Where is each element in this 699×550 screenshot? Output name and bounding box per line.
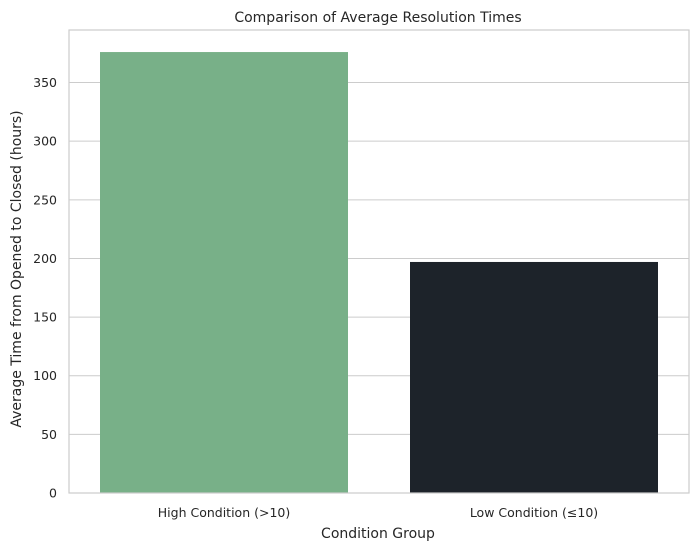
y-tick-labels: 0 50 100 150 200 250 300 350 xyxy=(33,75,57,500)
y-tick-label: 200 xyxy=(33,251,57,266)
bar-high-condition xyxy=(100,52,348,494)
y-tick-label: 150 xyxy=(33,310,57,325)
y-tick-label: 300 xyxy=(33,134,57,149)
x-axis-label: Condition Group xyxy=(321,526,435,542)
x-tick-label: Low Condition (≤10) xyxy=(470,505,598,520)
plot-frame xyxy=(68,29,690,494)
bars xyxy=(100,52,658,494)
y-tick-label: 50 xyxy=(41,427,57,442)
y-tick-label: 0 xyxy=(49,486,57,501)
y-tick-label: 350 xyxy=(33,75,57,90)
x-tick-label: High Condition (>10) xyxy=(158,505,290,520)
bar-low-condition xyxy=(410,261,658,493)
y-axis-label: Average Time from Opened to Closed (hour… xyxy=(9,110,25,427)
x-tick-labels: High Condition (>10) Low Condition (≤10) xyxy=(158,505,598,520)
chart-title: Comparison of Average Resolution Times xyxy=(234,10,521,26)
y-tick-label: 250 xyxy=(33,192,57,207)
y-tick-label: 100 xyxy=(33,368,57,383)
